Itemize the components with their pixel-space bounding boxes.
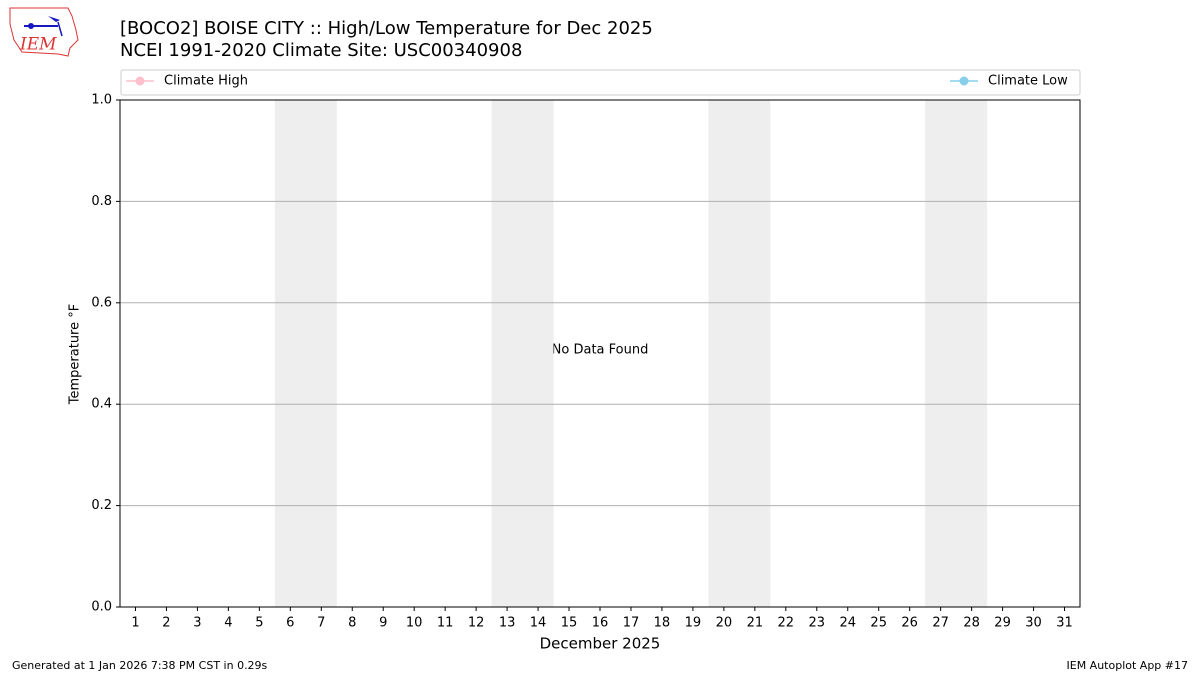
y-tick-label: 0.8 <box>91 194 112 209</box>
chart-subtitle: NCEI 1991-2020 Climate Site: USC00340908 <box>120 40 522 61</box>
y-axis-label: Temperature °F <box>68 304 83 405</box>
y-tick-label: 0.0 <box>91 600 112 615</box>
x-tick-label: 19 <box>685 616 702 631</box>
x-tick-label: 30 <box>1025 616 1042 631</box>
x-tick-label: 9 <box>379 616 387 631</box>
x-tick-label: 8 <box>348 616 356 631</box>
y-tick-label: 0.6 <box>91 295 112 310</box>
annotation: No Data Found <box>552 343 649 358</box>
legend-entry: Climate High <box>126 74 248 89</box>
x-tick-label: 29 <box>994 616 1011 631</box>
x-tick-label: 26 <box>901 616 918 631</box>
weekend-shade <box>491 100 554 607</box>
x-tick-label: 28 <box>963 616 980 631</box>
x-tick-label: 25 <box>870 616 887 631</box>
x-tick-label: 3 <box>193 616 201 631</box>
x-tick-label: 31 <box>1056 616 1073 631</box>
x-tick-label: 16 <box>592 616 609 631</box>
logo-text: IEM <box>19 35 57 55</box>
x-tick-label: 10 <box>406 616 423 631</box>
weekend-shade <box>925 100 988 607</box>
footer-right: IEM Autoplot App #17 <box>1067 659 1189 672</box>
y-tick-label: 1.0 <box>91 93 112 108</box>
legend-marker <box>959 76 969 86</box>
legend-label: Climate Low <box>988 74 1068 89</box>
legend-marker <box>135 76 145 86</box>
chart-title: [BOCO2] BOISE CITY :: High/Low Temperatu… <box>120 18 653 39</box>
x-tick-label: 23 <box>809 616 826 631</box>
x-tick-label: 20 <box>716 616 733 631</box>
x-tick-label: 5 <box>255 616 263 631</box>
x-tick-label: 24 <box>839 616 856 631</box>
footer-left: Generated at 1 Jan 2026 7:38 PM CST in 0… <box>12 659 268 672</box>
legend-box <box>120 69 1081 96</box>
plot-frame <box>119 99 1081 608</box>
weekend-shade <box>708 100 771 607</box>
x-tick-label: 15 <box>561 616 578 631</box>
x-tick-label: 17 <box>623 616 640 631</box>
x-tick-label: 22 <box>778 616 795 631</box>
x-tick-label: 2 <box>162 616 170 631</box>
x-tick-label: 14 <box>530 616 547 631</box>
y-tick-label: 0.2 <box>91 498 112 513</box>
weekend-shade <box>274 100 337 607</box>
x-tick-label: 11 <box>437 616 454 631</box>
x-tick-label: 18 <box>654 616 671 631</box>
x-tick-label: 27 <box>932 616 949 631</box>
x-tick-label: 21 <box>747 616 764 631</box>
legend-label: Climate High <box>164 74 248 89</box>
x-tick-label: 4 <box>224 616 232 631</box>
x-axis-label: December 2025 <box>540 635 661 653</box>
x-tick-label: 7 <box>317 616 325 631</box>
x-tick-label: 12 <box>468 616 485 631</box>
y-tick-label: 0.4 <box>91 397 112 412</box>
x-tick-label: 1 <box>131 616 139 631</box>
x-tick-label: 6 <box>286 616 294 631</box>
legend-entry: Climate Low <box>950 74 1068 89</box>
logo: IEM <box>9 7 79 57</box>
x-tick-label: 13 <box>499 616 516 631</box>
